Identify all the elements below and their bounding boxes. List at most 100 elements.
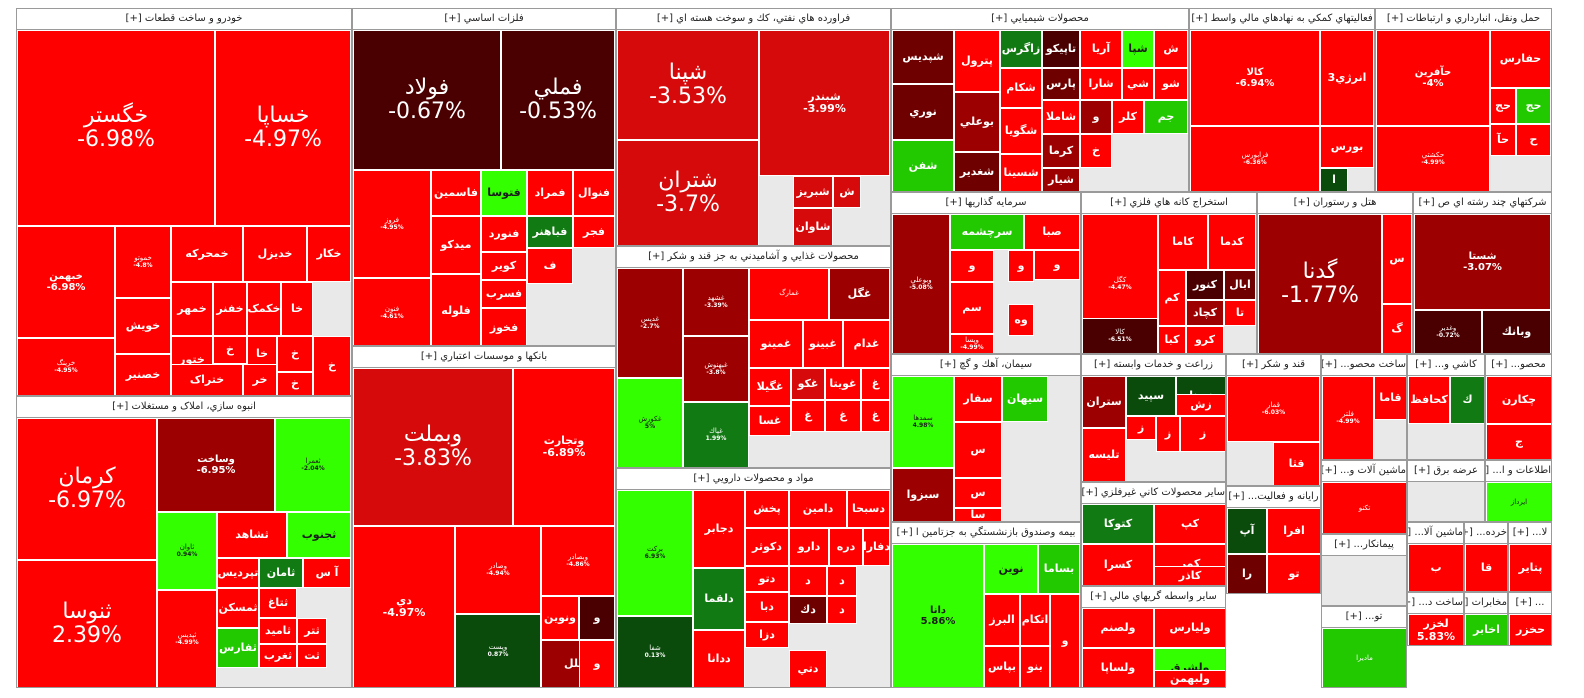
- stock-tile[interactable]: بپاس: [984, 646, 1020, 687]
- stock-tile[interactable]: نوين: [984, 544, 1038, 594]
- stock-tile[interactable]: سيهان: [1002, 376, 1048, 422]
- stock-tile[interactable]: ولبهمن: [1154, 670, 1225, 687]
- stock-tile[interactable]: ثعمرا -2.04%: [275, 418, 351, 512]
- stock-tile[interactable]: ز: [1156, 416, 1180, 452]
- stock-tile[interactable]: غبهنوش -3.8%: [683, 336, 749, 402]
- sector-header[interactable]: عرضه برق [+]: [1408, 461, 1484, 482]
- stock-tile[interactable]: دكوثر: [745, 528, 789, 566]
- stock-tile[interactable]: ختراک: [171, 364, 243, 395]
- stock-tile[interactable]: حخزر: [1509, 614, 1551, 645]
- stock-tile[interactable]: كوير: [481, 252, 527, 280]
- sector-header[interactable]: محصولات غذايي و آشاميدني به جز قند و شكر…: [617, 247, 890, 268]
- sector-header[interactable]: كاشي و... [+]: [1408, 355, 1484, 376]
- stock-tile[interactable]: سفار: [954, 376, 1002, 422]
- stock-tile[interactable]: شاملا: [1042, 100, 1080, 134]
- stock-tile[interactable]: خا: [281, 282, 313, 336]
- stock-tile[interactable]: غمارگ: [749, 268, 829, 320]
- stock-tile[interactable]: البرز: [984, 594, 1020, 646]
- stock-tile[interactable]: فمراد: [527, 170, 573, 216]
- stock-tile[interactable]: دتو: [745, 566, 789, 592]
- stock-tile[interactable]: شارا: [1080, 68, 1122, 100]
- stock-tile[interactable]: شپا: [1122, 30, 1154, 68]
- sector-header[interactable]: مواد و محصولات دارويي [+]: [617, 469, 890, 490]
- stock-tile[interactable]: د: [827, 596, 857, 624]
- stock-tile[interactable]: دارو: [789, 528, 829, 566]
- stock-tile[interactable]: فجر: [573, 216, 615, 248]
- stock-tile[interactable]: فنون -4.61%: [353, 278, 431, 345]
- stock-tile[interactable]: كالا -6.51%: [1082, 318, 1158, 353]
- sector-header[interactable]: سيمان، آهك و گچ [+]: [892, 355, 1080, 376]
- stock-tile[interactable]: شبندر -3.99%: [759, 30, 890, 176]
- stock-tile[interactable]: كاما: [1158, 214, 1208, 270]
- stock-tile[interactable]: كتوكا: [1082, 504, 1154, 544]
- stock-tile[interactable]: ز: [1126, 416, 1156, 440]
- stock-tile[interactable]: د: [789, 566, 827, 596]
- stock-tile[interactable]: كبا: [1158, 326, 1186, 353]
- stock-tile[interactable]: فباهنر: [527, 216, 573, 248]
- stock-tile[interactable]: وپسا -4.99%: [950, 334, 994, 353]
- stock-tile[interactable]: غ: [861, 368, 890, 400]
- stock-tile[interactable]: دانا 5.86%: [892, 544, 984, 687]
- stock-tile[interactable]: فخوز: [481, 308, 527, 345]
- stock-tile[interactable]: وتجارت -6.89%: [513, 368, 615, 526]
- stock-tile[interactable]: غبينو: [803, 320, 843, 368]
- sector-header[interactable]: شركتهاي چند رشته اي ص [+]: [1414, 193, 1551, 214]
- stock-tile[interactable]: حكشتي -4.99%: [1376, 126, 1490, 191]
- stock-tile[interactable]: بنو: [1020, 646, 1050, 687]
- sector-header[interactable]: لا... [+]: [1509, 523, 1551, 544]
- stock-tile[interactable]: و: [1080, 100, 1112, 134]
- stock-tile[interactable]: وساخت -6.95%: [157, 418, 275, 512]
- stock-tile[interactable]: دي -4.97%: [353, 526, 455, 687]
- sector-header[interactable]: بيمه وصندوق بازنشستگي به جزتامين ا [+]: [892, 523, 1080, 544]
- stock-tile[interactable]: غسا: [749, 406, 791, 436]
- stock-tile[interactable]: خ: [313, 336, 351, 395]
- sector-header[interactable]: تو... [+]: [1322, 607, 1406, 628]
- stock-tile[interactable]: فنورد: [481, 216, 527, 252]
- stock-tile[interactable]: ثاميد: [259, 618, 297, 644]
- stock-tile[interactable]: سم: [950, 282, 994, 334]
- stock-tile[interactable]: گ: [1382, 304, 1412, 353]
- stock-tile[interactable]: كم: [1158, 270, 1186, 326]
- stock-tile[interactable]: كدما: [1208, 214, 1256, 270]
- stock-tile[interactable]: تكنو: [1322, 482, 1406, 533]
- stock-tile[interactable]: ولصنم: [1082, 608, 1154, 648]
- stock-tile[interactable]: ددانا: [693, 630, 745, 687]
- stock-tile[interactable]: كنور: [1186, 270, 1224, 300]
- stock-tile[interactable]: وبصادر -4.86%: [541, 526, 615, 596]
- sector-header[interactable]: سرمايه گذاريها [+]: [892, 193, 1080, 214]
- stock-tile[interactable]: و: [1008, 250, 1034, 282]
- stock-tile[interactable]: خفنر: [213, 282, 247, 336]
- stock-tile[interactable]: ميدكو: [431, 216, 481, 274]
- stock-tile[interactable]: حآ: [1490, 124, 1516, 156]
- stock-tile[interactable]: شاوان: [793, 208, 833, 245]
- stock-tile[interactable]: دتي: [789, 650, 827, 687]
- stock-tile[interactable]: ثنوسا 2.39%: [17, 560, 157, 687]
- sector-header[interactable]: ... [+]: [1509, 593, 1551, 614]
- stock-tile[interactable]: غ: [791, 400, 825, 432]
- stock-tile[interactable]: خصنير: [115, 354, 171, 395]
- stock-tile[interactable]: قثا: [1273, 442, 1320, 485]
- stock-tile[interactable]: حآفرين -4%: [1376, 30, 1490, 126]
- stock-tile[interactable]: دفارا: [863, 528, 890, 566]
- stock-tile[interactable]: ز: [1180, 416, 1225, 452]
- stock-tile[interactable]: فروز -4.95%: [353, 170, 431, 278]
- stock-tile[interactable]: شكام: [1000, 68, 1042, 108]
- stock-tile[interactable]: خموتو -4.8%: [115, 226, 171, 298]
- stock-tile[interactable]: دجابر: [693, 490, 745, 568]
- sector-header[interactable]: خرده... [+]: [1465, 523, 1507, 544]
- stock-tile[interactable]: پترول: [954, 30, 1000, 92]
- stock-tile[interactable]: خ: [277, 336, 313, 372]
- sector-header[interactable]: استخراج كانه هاي فلزي [+]: [1082, 193, 1256, 214]
- stock-tile[interactable]: خديزل: [243, 226, 307, 282]
- sector-header[interactable]: اطلاعات و ا... [+]: [1486, 461, 1551, 482]
- stock-tile[interactable]: فاسمين: [431, 170, 481, 216]
- stock-tile[interactable]: دره: [829, 528, 863, 566]
- stock-tile[interactable]: اتكام: [1020, 594, 1050, 646]
- stock-tile[interactable]: چكارن: [1486, 376, 1551, 424]
- sector-header[interactable]: فعاليتهاي كمكي به نهادهاي مالي واسط [+]: [1190, 9, 1374, 30]
- sector-header[interactable]: بانكها و موسسات اعتباري [+]: [353, 347, 615, 368]
- stock-tile[interactable]: گدنا -1.77%: [1258, 214, 1382, 353]
- stock-tile[interactable]: ثامان: [259, 558, 303, 588]
- stock-tile[interactable]: خكار: [307, 226, 351, 282]
- stock-tile[interactable]: ح: [1516, 124, 1551, 156]
